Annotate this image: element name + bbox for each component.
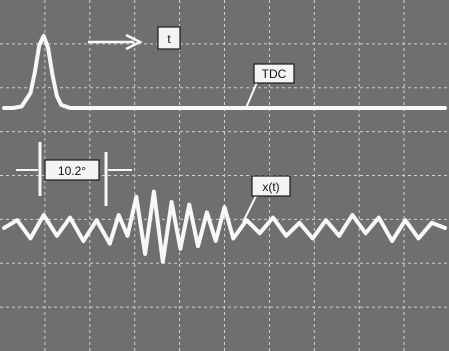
data-point-tdc bbox=[20, 105, 24, 108]
data-point-signal bbox=[15, 218, 19, 222]
data-point-signal bbox=[55, 234, 59, 238]
tdc-label-text: TDC bbox=[262, 67, 287, 81]
data-point-signal bbox=[126, 234, 129, 238]
data-point-signal bbox=[430, 221, 434, 225]
data-point-signal bbox=[161, 260, 165, 264]
data-point-signal bbox=[143, 252, 147, 256]
data-point-signal bbox=[324, 218, 328, 222]
interval-label-box bbox=[44, 159, 100, 181]
data-point-tdc bbox=[223, 106, 226, 110]
data-point-tdc bbox=[37, 43, 41, 47]
signal-label: x(t) bbox=[242, 175, 291, 223]
data-point-signal bbox=[443, 226, 447, 230]
data-point-signal bbox=[403, 218, 407, 222]
data-point-signal bbox=[196, 244, 200, 248]
time-label: t bbox=[157, 26, 181, 50]
data-point-signal bbox=[134, 195, 138, 199]
data-point-tdc bbox=[90, 106, 94, 110]
data-point-tdc bbox=[2, 106, 6, 110]
signal-label-box bbox=[251, 175, 291, 197]
data-point-tdc bbox=[46, 46, 50, 50]
data-point-signal bbox=[205, 210, 209, 214]
data-point-signal bbox=[214, 239, 218, 243]
time-label-box bbox=[157, 26, 181, 50]
data-point-signal bbox=[68, 216, 72, 220]
data-point-signal bbox=[108, 242, 112, 246]
data-point-tdc bbox=[311, 106, 315, 110]
tdc-label-box bbox=[253, 63, 295, 84]
data-point-signal bbox=[298, 221, 301, 225]
data-point-signal bbox=[417, 236, 420, 240]
data-point-signal bbox=[311, 236, 315, 240]
data-point-signal bbox=[29, 236, 32, 240]
data-point-signal bbox=[337, 234, 341, 238]
time-arrow bbox=[88, 33, 143, 51]
data-point-signal bbox=[350, 213, 354, 217]
data-point-tdc bbox=[68, 106, 72, 110]
interval-label-text: 10.2° bbox=[58, 164, 86, 178]
data-point-signal bbox=[284, 234, 288, 238]
signal-leader-line bbox=[242, 195, 257, 223]
data-point-signal bbox=[187, 203, 191, 207]
data-point-signal bbox=[231, 236, 235, 240]
data-point-signal bbox=[258, 231, 262, 235]
data-point-tdc bbox=[178, 106, 182, 110]
data-point-signal bbox=[95, 218, 99, 222]
data-point-tdc bbox=[29, 91, 32, 95]
data-point-signal bbox=[377, 216, 381, 220]
data-point-tdc bbox=[11, 106, 15, 110]
data-point-signal bbox=[2, 226, 6, 230]
data-point-signal bbox=[81, 239, 85, 243]
tdc-label: TDC bbox=[245, 63, 295, 109]
data-point-tdc bbox=[443, 106, 447, 110]
time-arrow-head bbox=[125, 33, 143, 51]
data-point-signal bbox=[178, 247, 182, 251]
data-point-tdc bbox=[33, 70, 37, 74]
data-point-signal bbox=[245, 218, 249, 222]
data-point-tdc bbox=[399, 106, 403, 110]
signal-label-text: x(t) bbox=[262, 180, 279, 194]
tdc-leader-line bbox=[245, 79, 259, 109]
data-point-tdc bbox=[51, 73, 54, 77]
data-point-signal bbox=[390, 239, 394, 243]
data-point-signal bbox=[170, 200, 174, 204]
data-point-tdc bbox=[355, 106, 359, 110]
interval-marker: 10.2° bbox=[16, 142, 132, 206]
data-point-tdc bbox=[134, 106, 138, 110]
data-point-signal bbox=[42, 213, 46, 217]
data-point-signal bbox=[117, 213, 121, 217]
data-point-tdc bbox=[55, 94, 59, 98]
data-point-signal bbox=[152, 190, 156, 194]
data-point-tdc bbox=[267, 106, 271, 110]
data-point-tdc bbox=[42, 34, 46, 38]
data-point-signal bbox=[364, 231, 368, 235]
traces bbox=[2, 34, 447, 264]
data-point-signal bbox=[271, 216, 275, 220]
data-point-tdc bbox=[59, 103, 63, 107]
time-label-text: t bbox=[167, 32, 171, 46]
data-point-signal bbox=[223, 205, 226, 209]
